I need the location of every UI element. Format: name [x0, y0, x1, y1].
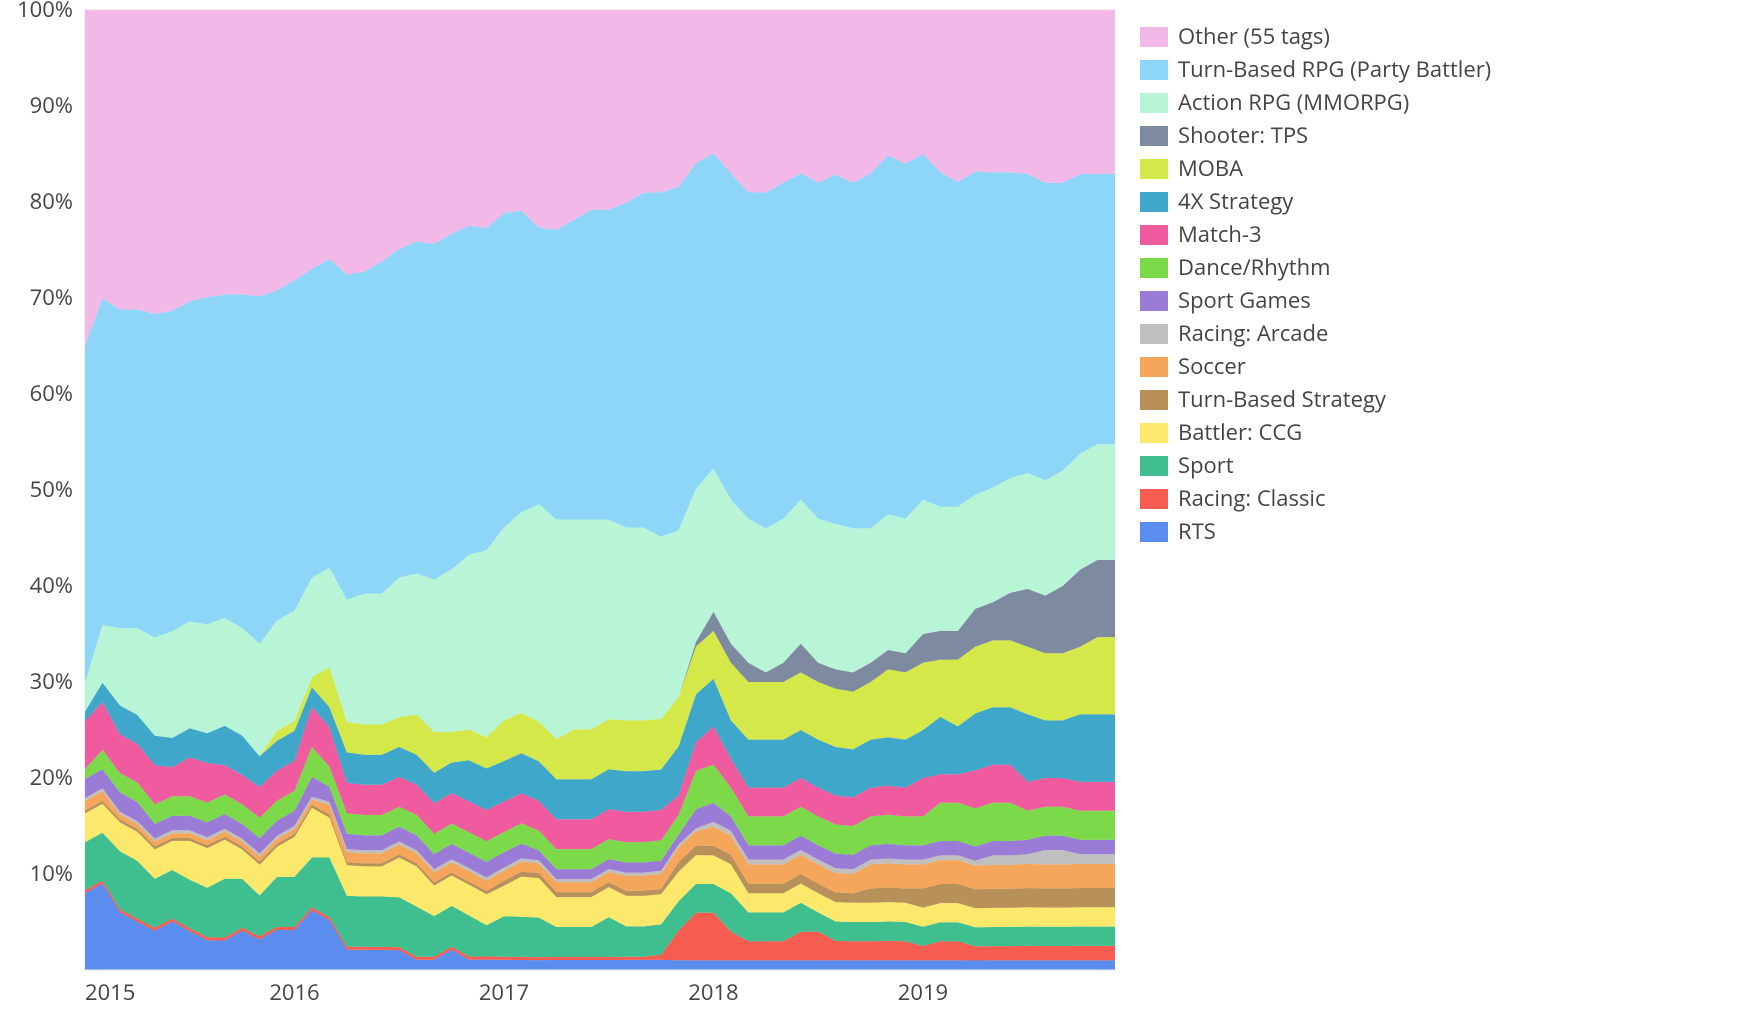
x-axis-tick-label: 2019	[898, 977, 948, 1007]
legend-label: Shooter: TPS	[1178, 119, 1308, 152]
y-axis-tick-label: 20%	[30, 762, 73, 792]
legend-label: Battler: CCG	[1178, 416, 1302, 449]
legend-label: Turn-Based Strategy	[1178, 383, 1386, 416]
legend-swatch	[1140, 357, 1168, 377]
legend-label: MOBA	[1178, 152, 1243, 185]
chart-legend: Other (55 tags)Turn-Based RPG (Party Bat…	[1140, 20, 1740, 548]
legend-swatch	[1140, 27, 1168, 47]
y-axis-tick-label: 90%	[30, 90, 73, 120]
x-axis-tick-label: 2017	[479, 977, 529, 1007]
legend-item-turn_based_strategy[interactable]: Turn-Based Strategy	[1140, 383, 1740, 416]
legend-item-soccer[interactable]: Soccer	[1140, 350, 1740, 383]
legend-swatch	[1140, 291, 1168, 311]
legend-swatch	[1140, 60, 1168, 80]
legend-item-moba[interactable]: MOBA	[1140, 152, 1740, 185]
legend-swatch	[1140, 423, 1168, 443]
y-axis-tick-label: 70%	[30, 282, 73, 312]
x-axis-tick-label: 2018	[688, 977, 738, 1007]
y-axis-tick-label: 10%	[30, 858, 73, 888]
legend-swatch	[1140, 522, 1168, 542]
legend-item-battler_ccg[interactable]: Battler: CCG	[1140, 416, 1740, 449]
legend-label: Sport	[1178, 449, 1234, 482]
legend-swatch	[1140, 126, 1168, 146]
series-group	[85, 10, 1115, 970]
legend-item-action_rpg[interactable]: Action RPG (MMORPG)	[1140, 86, 1740, 119]
y-axis-tick-label: 60%	[30, 378, 73, 408]
y-axis-tick-label: 100%	[17, 0, 73, 24]
legend-label: Turn-Based RPG (Party Battler)	[1178, 53, 1491, 86]
legend-swatch	[1140, 258, 1168, 278]
legend-label: 4X Strategy	[1178, 185, 1293, 218]
legend-item-racing_arcade[interactable]: Racing: Arcade	[1140, 317, 1740, 350]
legend-swatch	[1140, 390, 1168, 410]
legend-label: Other (55 tags)	[1178, 20, 1330, 53]
legend-item-sport[interactable]: Sport	[1140, 449, 1740, 482]
legend-swatch	[1140, 456, 1168, 476]
x-axis-tick-label: 2015	[85, 977, 135, 1007]
legend-item-shooter_tps[interactable]: Shooter: TPS	[1140, 119, 1740, 152]
legend-label: Match-3	[1178, 218, 1262, 251]
chart-container: 10% 20% 30% 40% 50% 60% 70% 80% 90% 100% 2015 2016 2…	[0, 0, 1759, 1019]
legend-label: Racing: Arcade	[1178, 317, 1328, 350]
legend-item-dance_rhythm[interactable]: Dance/Rhythm	[1140, 251, 1740, 284]
y-axis-tick-label: 40%	[30, 570, 73, 600]
legend-swatch	[1140, 159, 1168, 179]
legend-swatch	[1140, 93, 1168, 113]
legend-label: Racing: Classic	[1178, 482, 1326, 515]
y-axis-tick-label: 30%	[30, 666, 73, 696]
legend-label: Dance/Rhythm	[1178, 251, 1330, 284]
legend-label: Sport Games	[1178, 284, 1311, 317]
legend-item-other[interactable]: Other (55 tags)	[1140, 20, 1740, 53]
legend-label: Action RPG (MMORPG)	[1178, 86, 1409, 119]
legend-label: Soccer	[1178, 350, 1246, 383]
legend-swatch	[1140, 225, 1168, 245]
legend-item-sport_games[interactable]: Sport Games	[1140, 284, 1740, 317]
legend-label: RTS	[1178, 515, 1216, 548]
legend-item-racing_classic[interactable]: Racing: Classic	[1140, 482, 1740, 515]
legend-item-rts[interactable]: RTS	[1140, 515, 1740, 548]
legend-item-match3[interactable]: Match-3	[1140, 218, 1740, 251]
legend-swatch	[1140, 324, 1168, 344]
legend-item-x4_strategy[interactable]: 4X Strategy	[1140, 185, 1740, 218]
legend-item-turn_based_rpg[interactable]: Turn-Based RPG (Party Battler)	[1140, 53, 1740, 86]
y-axis-tick-label: 50%	[30, 474, 73, 504]
x-axis-tick-label: 2016	[269, 977, 319, 1007]
legend-swatch	[1140, 489, 1168, 509]
y-axis-tick-label: 80%	[30, 186, 73, 216]
legend-swatch	[1140, 192, 1168, 212]
